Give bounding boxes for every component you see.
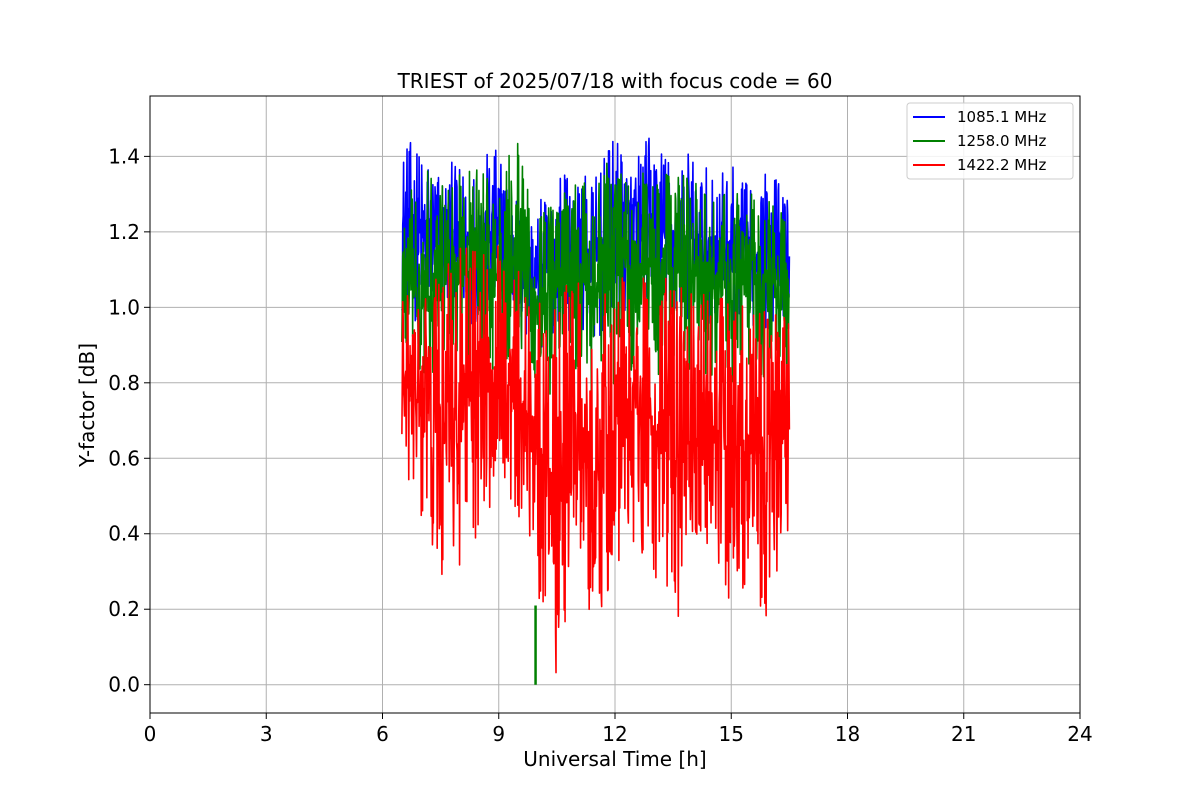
x-tick-label: 6 [376,722,389,746]
y-tick-label: 0.8 [108,371,140,395]
series-line [401,245,791,674]
y-axis-label: Y-factor [dB] [75,343,99,468]
x-tick-label: 12 [602,722,627,746]
x-tick-label: 15 [719,722,744,746]
y-tick-label: 0.2 [108,597,140,621]
legend-label: 1422.2 MHz [957,156,1046,174]
series-layer [401,137,791,685]
legend-label: 1258.0 MHz [957,132,1046,150]
x-tick-label: 3 [260,722,273,746]
legend-label: 1085.1 MHz [957,108,1046,126]
x-tick-label: 9 [492,722,505,746]
x-tick-label: 24 [1067,722,1092,746]
y-axis: 0.0 0.2 0.4 0.6 0.8 1.0 1.2 1.4 [108,144,150,697]
y-tick-label: 0.6 [108,446,140,470]
y-tick-label: 1.0 [108,295,140,319]
x-tick-label: 0 [144,722,157,746]
legend: 1085.1 MHz 1258.0 MHz 1422.2 MHz [906,102,1074,180]
y-tick-label: 0.0 [108,673,140,697]
chart-title: TRIEST of 2025/07/18 with focus code = 6… [397,69,833,93]
x-axis-label: Universal Time [h] [523,747,706,771]
legend-box [906,102,1074,180]
x-tick-label: 18 [835,722,860,746]
y-tick-label: 1.2 [108,220,140,244]
y-tick-label: 0.4 [108,522,140,546]
x-tick-label: 21 [951,722,976,746]
x-axis: 0 3 6 9 12 15 18 21 24 [144,713,1093,746]
y-tick-label: 1.4 [108,144,140,168]
